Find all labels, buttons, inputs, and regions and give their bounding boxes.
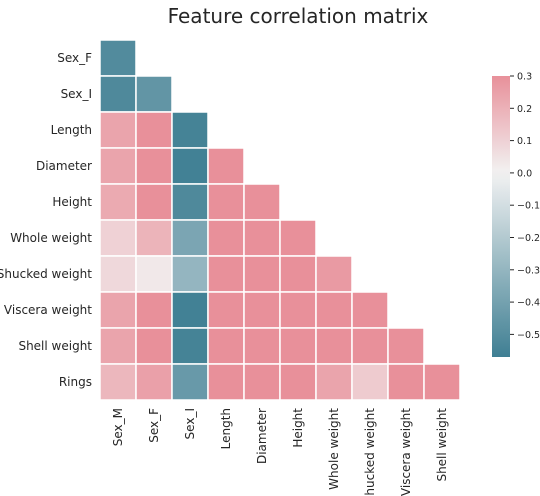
heatmap-cell [207,183,245,221]
row-label: Shell weight [18,339,92,353]
colorbar-gradient [492,76,510,357]
heatmap-cell [315,255,353,293]
heatmap-cell [135,147,173,185]
heatmap-cell [279,255,317,293]
heatmap-cell [243,291,281,329]
heatmap-cell [207,327,245,365]
row-label: Whole weight [10,231,92,245]
column-labels: Sex_M Sex_F Sex_I Length Diameter Height Whole… [111,408,449,496]
heatmap-cell [171,219,209,257]
heatmap-cell [315,363,353,401]
heatmap-cell [135,327,173,365]
heatmap-cell [171,183,209,221]
heatmap-cell [99,327,137,365]
heatmap-cell [99,183,137,221]
colorbar-tick-label: −0.2 [517,233,540,244]
heatmap-cell [135,363,173,401]
heatmap-cell [387,363,425,401]
heatmap-cell [207,219,245,257]
heatmap-cell [135,291,173,329]
heatmap-cell [99,147,137,185]
row-label: Shucked weight [0,267,92,281]
heatmap-cell [171,363,209,401]
column-label: Whole weight [327,408,341,490]
column-label: Viscera weight [399,408,413,496]
heatmap-cell [243,219,281,257]
heatmap-cells [99,39,461,401]
heatmap-cell [243,327,281,365]
column-label: Shucked weight [363,408,377,496]
column-label: Sex_I [183,408,197,439]
heatmap-cell [99,39,137,77]
heatmap-cell [279,327,317,365]
row-label: Sex_I [61,87,92,101]
heatmap-cell [387,327,425,365]
heatmap-cell [279,363,317,401]
heatmap-cell [243,255,281,293]
chart-title: Feature correlation matrix [168,4,429,28]
heatmap-cell [171,111,209,149]
heatmap-cell [135,75,173,113]
column-label: Height [291,408,305,448]
heatmap-cell [99,219,137,257]
heatmap-cell [135,255,173,293]
heatmap-cell [207,291,245,329]
heatmap-cell [171,255,209,293]
row-labels: Sex_F Sex_I Length Diameter Height Whole weig… [0,51,92,389]
row-label: Sex_F [57,51,92,65]
colorbar-tick-label: 0.1 [517,136,532,147]
column-label: Length [219,408,233,449]
heatmap-cell [315,291,353,329]
colorbar-tick-label: −0.4 [517,298,540,309]
heatmap-cell [135,219,173,257]
row-label: Diameter [36,159,92,173]
row-label: Viscera weight [4,303,92,317]
heatmap-cell [99,363,137,401]
heatmap-cell [207,363,245,401]
heatmap-cell [423,363,461,401]
column-label: Sex_F [147,408,161,443]
heatmap-cell [99,291,137,329]
heatmap-cell [243,363,281,401]
heatmap-cell [171,291,209,329]
heatmap-cell [351,363,389,401]
colorbar-tick-label: −0.5 [517,330,540,341]
heatmap-cell [351,291,389,329]
colorbar-tick-label: 0.0 [517,168,532,179]
colorbar-tick-label: 0.3 [517,72,532,83]
heatmap-cell [315,327,353,365]
colorbar: 0.3 0.2 0.1 0.0 −0.1 −0.2 −0.3 −0.4 −0.5 [492,72,540,357]
heatmap-cell [99,75,137,113]
heatmap-cell [171,327,209,365]
row-label: Height [52,195,92,209]
heatmap-cell [351,327,389,365]
colorbar-tick-label: −0.1 [517,201,540,212]
heatmap-cell [99,255,137,293]
colorbar-tick-label: −0.3 [517,265,540,276]
column-label: Sex_M [111,408,125,446]
heatmap-cell [99,111,137,149]
heatmap-cell [207,147,245,185]
row-label: Length [51,123,92,137]
column-label: Diameter [255,408,269,464]
colorbar-tick-label: 0.2 [517,104,532,115]
heatmap-cell [243,183,281,221]
row-label: Rings [59,375,92,389]
heatmap-cell [135,183,173,221]
heatmap-cell [279,291,317,329]
heatmap-cell [135,111,173,149]
heatmap-cell [171,147,209,185]
heatmap-cell [207,255,245,293]
column-label: Shell weight [435,408,449,482]
heatmap-cell [279,219,317,257]
